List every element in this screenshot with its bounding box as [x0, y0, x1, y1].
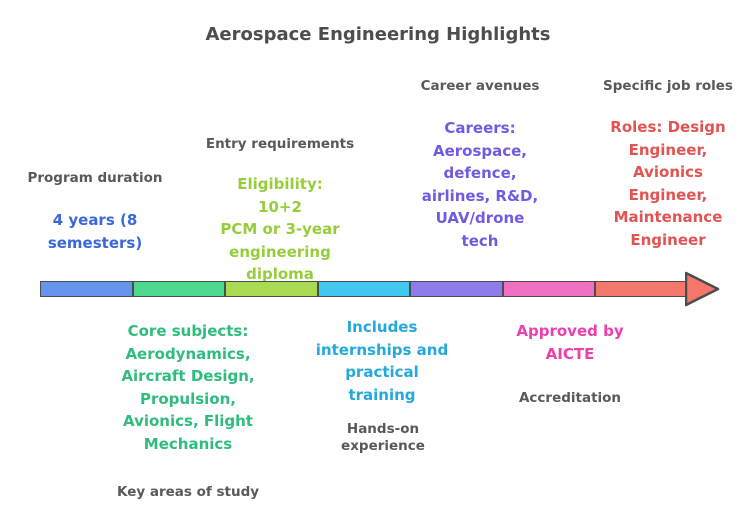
caption-accreditation: Accreditation: [518, 390, 622, 406]
timeline-segment-5: [411, 282, 502, 296]
timeline-segment-2: [133, 282, 225, 296]
text-core-subjects: Core subjects: Aerodynamics, Aircraft De…: [121, 322, 255, 453]
caption-hands-on-experience: Hands-on experience: [341, 421, 425, 454]
text-job-roles: Roles: Design Engineer, Avionics Enginee…: [610, 118, 726, 249]
timeline-segment-3: [226, 282, 317, 296]
timeline-segment-1: [41, 282, 132, 296]
timeline-segment-6: [503, 282, 595, 296]
timeline-segment-7: [596, 282, 688, 296]
caption-key-areas-of-study: Key areas of study: [116, 484, 260, 500]
heading-entry-requirements: Entry requirements: [205, 136, 355, 152]
timeline-bar: [40, 281, 688, 297]
text-eligibility: Eligibility: 10+2 PCM or 3-year engineer…: [220, 175, 340, 283]
heading-career-avenues: Career avenues: [420, 78, 540, 94]
timeline-segment-4: [318, 282, 410, 296]
text-program-duration: 4 years (8 semesters): [47, 211, 143, 252]
heading-specific-job-roles: Specific job roles: [603, 78, 733, 94]
heading-program-duration: Program duration: [27, 170, 163, 186]
arrow-head-icon: [685, 271, 720, 307]
text-internships: Includes internships and practical train…: [315, 318, 449, 404]
diagram-title: Aerospace Engineering Highlights: [205, 24, 551, 45]
text-careers: Careers: Aerospace, defence, airlines, R…: [421, 119, 539, 250]
text-aicte-approval: Approved by AICTE: [516, 322, 624, 363]
